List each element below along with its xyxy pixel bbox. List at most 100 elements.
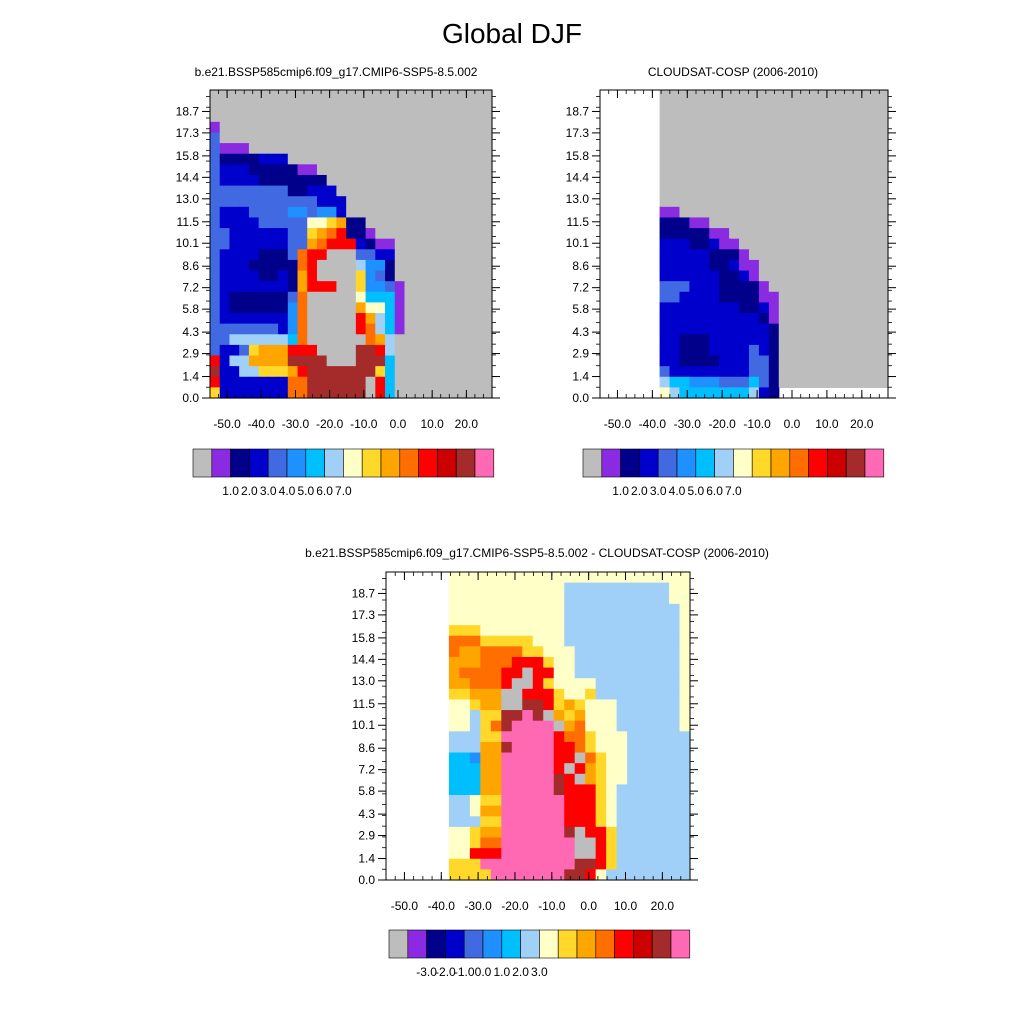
heatmap-cell bbox=[404, 355, 415, 367]
heatmap-cell bbox=[472, 164, 483, 176]
heatmap-cell bbox=[404, 291, 415, 304]
heatmap-cell bbox=[828, 259, 839, 272]
heatmap-cell bbox=[433, 323, 444, 335]
heatmap-cell bbox=[709, 281, 720, 293]
heatmap-cell bbox=[278, 143, 289, 155]
heatmap-cell bbox=[679, 848, 691, 860]
heatmap-cell bbox=[453, 100, 464, 112]
heatmap-cell bbox=[385, 355, 396, 367]
heatmap-cell bbox=[719, 196, 730, 208]
heatmap-cell bbox=[423, 366, 435, 378]
heatmap-cell bbox=[585, 795, 597, 807]
heatmap-cell bbox=[501, 784, 513, 796]
heatmap-cell bbox=[553, 603, 565, 616]
heatmap-cell bbox=[878, 164, 889, 176]
colorbar-label: 1.0 bbox=[612, 484, 629, 498]
heatmap-cell bbox=[689, 174, 700, 187]
heatmap-cell bbox=[532, 837, 544, 849]
heatmap-cell bbox=[818, 100, 830, 112]
heatmap-cell bbox=[326, 90, 338, 102]
heatmap-cell bbox=[729, 174, 740, 187]
heatmap-cell bbox=[307, 355, 318, 367]
heatmap-cell bbox=[798, 90, 810, 102]
heatmap-cell bbox=[768, 344, 780, 357]
heatmap-cell bbox=[709, 111, 720, 123]
heatmap-cell bbox=[482, 302, 493, 314]
heatmap-cell bbox=[659, 366, 671, 378]
heatmap-cell bbox=[574, 837, 586, 849]
colorbar-label: 6.0 bbox=[706, 484, 723, 498]
heatmap-cell bbox=[679, 206, 690, 219]
heatmap-cell bbox=[758, 111, 770, 123]
heatmap-cell bbox=[828, 206, 839, 219]
heatmap-cell bbox=[679, 153, 690, 165]
heatmap-cell bbox=[297, 376, 308, 388]
heatmap-cell bbox=[606, 741, 618, 754]
heatmap-cell bbox=[355, 228, 367, 240]
heatmap-cell bbox=[404, 259, 415, 272]
heatmap-cell bbox=[278, 302, 289, 314]
heatmap-cell bbox=[501, 869, 513, 881]
heatmap-cell bbox=[868, 366, 879, 378]
heatmap-cell bbox=[462, 90, 474, 102]
heatmap-cell bbox=[679, 238, 690, 250]
heatmap-cell bbox=[490, 582, 502, 594]
heatmap-cell bbox=[210, 228, 221, 240]
heatmap-cell bbox=[658, 731, 670, 743]
heatmap-cell bbox=[355, 206, 367, 219]
heatmap-cell bbox=[679, 323, 690, 335]
heatmap-cell bbox=[848, 174, 859, 187]
heatmap-cell bbox=[511, 805, 523, 817]
heatmap-cell bbox=[627, 816, 639, 828]
y-tick-label: 8.6 bbox=[358, 741, 375, 755]
heatmap-cell bbox=[739, 196, 750, 208]
heatmap-cell bbox=[278, 281, 289, 293]
heatmap-cell bbox=[838, 121, 849, 134]
colorbar-swatch bbox=[192, 448, 213, 478]
heatmap-cell bbox=[482, 90, 493, 102]
heatmap-cell bbox=[448, 720, 460, 732]
heatmap-cell bbox=[669, 784, 681, 796]
heatmap-cell bbox=[748, 249, 760, 261]
heatmap-cell bbox=[627, 858, 639, 870]
difference-panel: b.e21.BSSP585cmip6.f09_g17.CMIP6-SSP5-8.… bbox=[305, 546, 769, 979]
heatmap-cell bbox=[748, 153, 760, 165]
heatmap-cell bbox=[758, 355, 770, 367]
y-tick-label: 8.6 bbox=[182, 259, 199, 273]
heatmap-cell bbox=[818, 206, 830, 219]
heatmap-cell bbox=[564, 720, 576, 732]
heatmap-cell bbox=[453, 376, 464, 388]
heatmap-cell bbox=[443, 387, 454, 399]
heatmap-cell bbox=[462, 387, 474, 399]
heatmap-cell bbox=[404, 111, 415, 123]
heatmap-cell bbox=[287, 302, 299, 314]
heatmap-cell bbox=[443, 121, 454, 134]
heatmap-cell bbox=[316, 90, 328, 102]
heatmap-cell bbox=[278, 196, 289, 208]
heatmap-cell bbox=[346, 270, 357, 282]
heatmap-cell bbox=[689, 100, 700, 112]
heatmap-cell bbox=[355, 196, 367, 208]
heatmap-cell bbox=[778, 291, 790, 304]
heatmap-cell bbox=[719, 281, 730, 293]
heatmap-cell bbox=[659, 217, 671, 229]
heatmap-cell bbox=[758, 174, 770, 187]
heatmap-cell bbox=[574, 805, 586, 817]
heatmap-cell bbox=[658, 763, 670, 775]
heatmap-cell bbox=[778, 366, 790, 378]
heatmap-cell bbox=[699, 238, 710, 250]
heatmap-cell bbox=[858, 376, 869, 388]
heatmap-cell bbox=[709, 313, 720, 325]
heatmap-cell bbox=[239, 270, 250, 282]
heatmap-cell bbox=[679, 281, 690, 293]
heatmap-cell bbox=[669, 228, 681, 240]
y-tick-label: 8.6 bbox=[572, 259, 589, 273]
heatmap-cell bbox=[219, 143, 231, 155]
heatmap-cell bbox=[669, 196, 681, 208]
heatmap-cell bbox=[501, 795, 513, 807]
heatmap-cell bbox=[459, 572, 471, 584]
heatmap-cell bbox=[748, 313, 760, 325]
x-tick-label: -40.0 bbox=[428, 899, 456, 913]
heatmap-cell bbox=[219, 344, 231, 357]
heatmap-cell bbox=[858, 217, 869, 229]
